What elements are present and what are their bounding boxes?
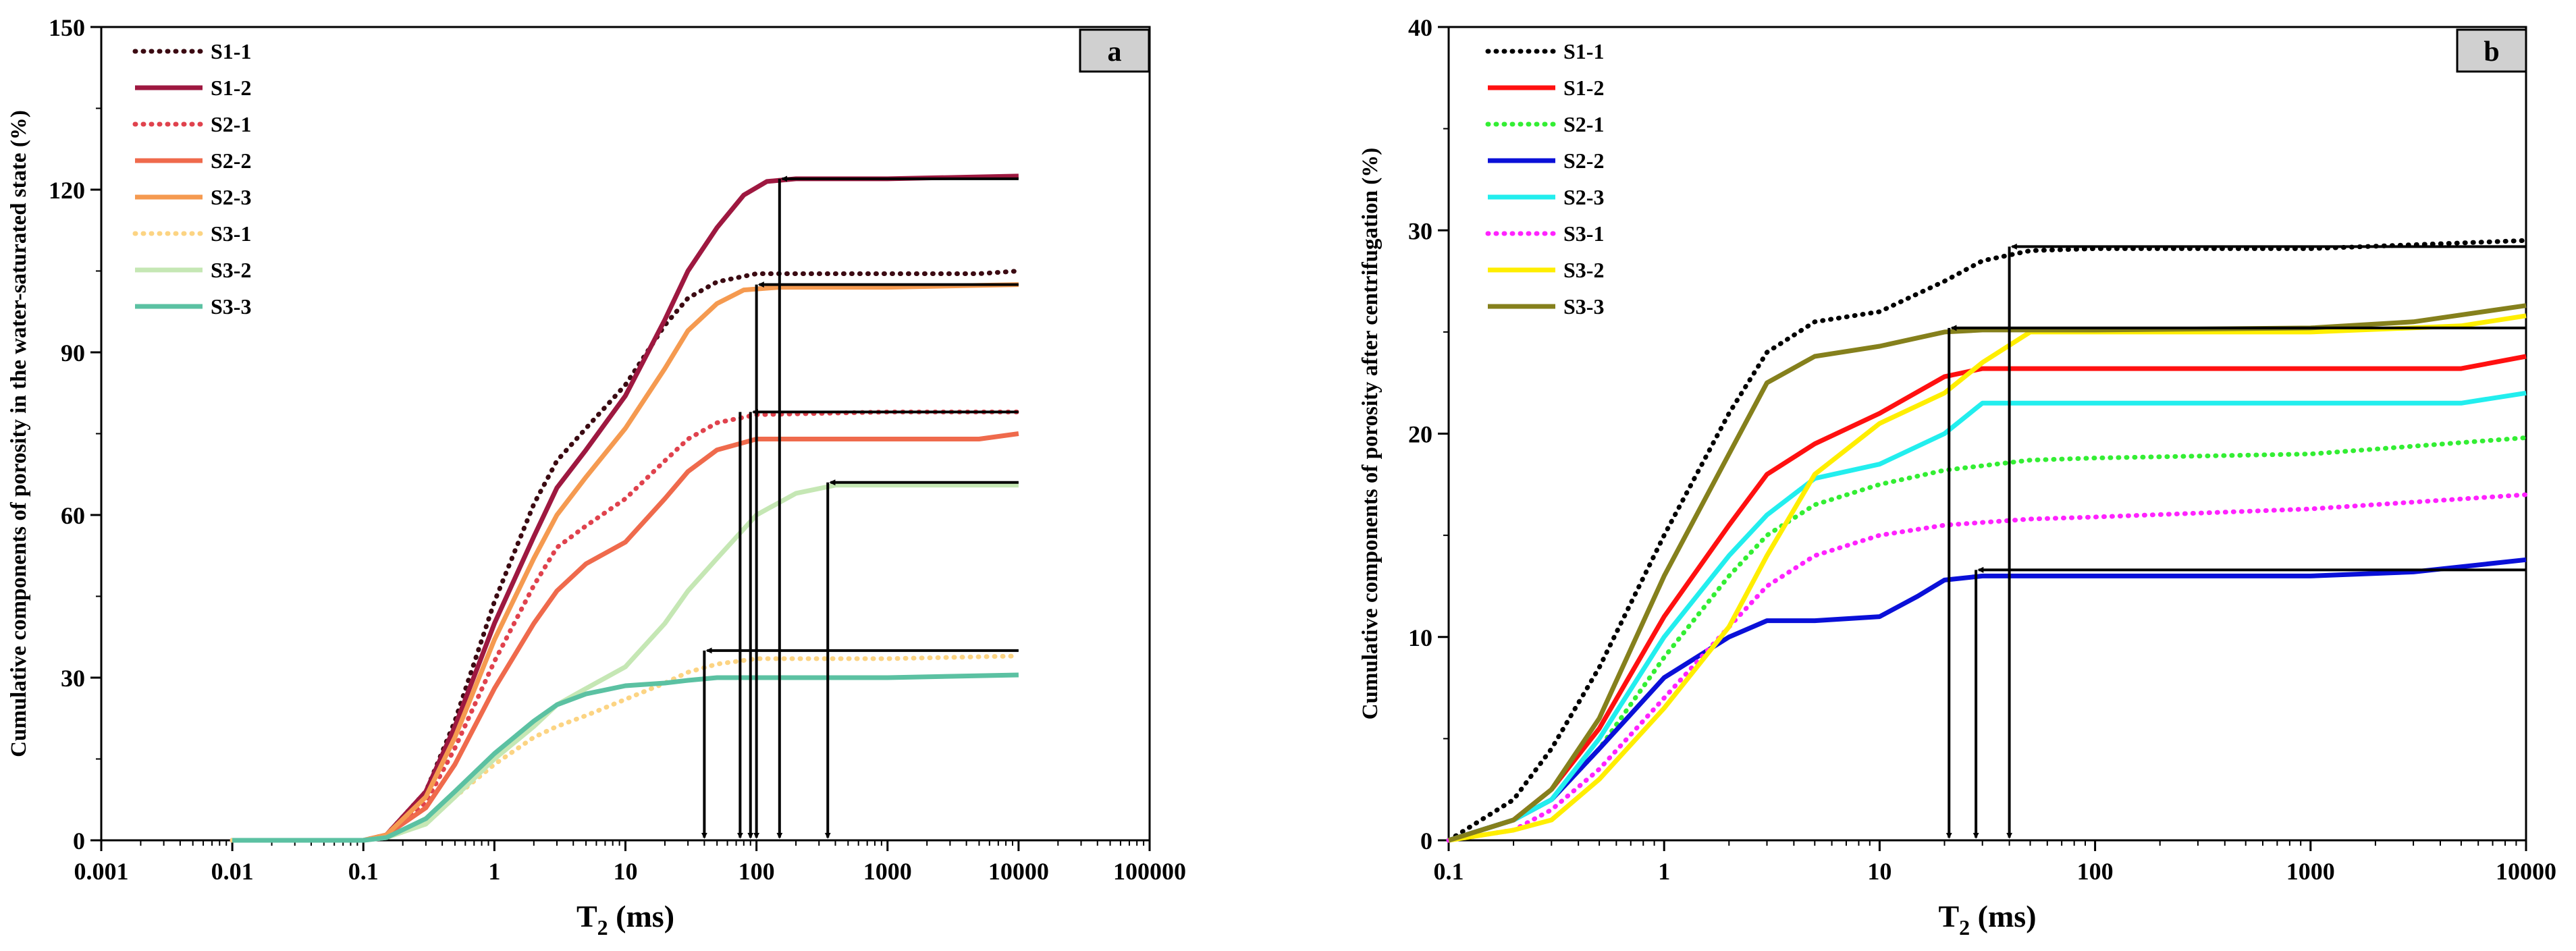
legend-label-S3-2: S3-2 bbox=[211, 258, 251, 282]
panel-label-box bbox=[1079, 28, 1150, 73]
legend-label-S2-3: S2-3 bbox=[211, 185, 251, 209]
x-tick-label: 10 bbox=[1867, 858, 1891, 885]
x-tick-label: 0.001 bbox=[74, 858, 129, 885]
x-tick-label: 10000 bbox=[2496, 858, 2556, 885]
series-line-S2-1 bbox=[1446, 435, 2529, 843]
x-tick-label: 10 bbox=[614, 858, 638, 885]
x-axis-title: T2 (ms) bbox=[576, 899, 674, 940]
y-tick-label: 150 bbox=[49, 14, 85, 41]
legend-label-S1-1: S1-1 bbox=[1563, 39, 1604, 63]
y-tick-label: 0 bbox=[1420, 827, 1432, 854]
legend-label-S3-3: S3-3 bbox=[1563, 294, 1604, 319]
x-tick-label: 1000 bbox=[2286, 858, 2335, 885]
legend-label-S2-2: S2-2 bbox=[211, 148, 251, 173]
y-tick-label: 120 bbox=[49, 177, 85, 204]
legend-label-S1-2: S1-2 bbox=[211, 76, 251, 100]
series-line-S2-1 bbox=[230, 409, 1021, 843]
series-line-S1-2 bbox=[232, 173, 1019, 843]
legend-label-S2-2: S2-2 bbox=[1563, 148, 1604, 173]
x-axis-title-unit: (ms) bbox=[608, 899, 674, 933]
series-line-S2-3 bbox=[1447, 390, 2527, 843]
panel-label: a bbox=[1108, 36, 1122, 67]
panel-label-box bbox=[2456, 28, 2527, 73]
x-tick-label: 100000 bbox=[1113, 858, 1186, 885]
y-tick-label: 30 bbox=[61, 665, 85, 692]
y-tick-label: 30 bbox=[1408, 217, 1432, 244]
y-axis-title: Cumulative components of porosity in the… bbox=[7, 110, 31, 757]
legend-label-S3-2: S3-2 bbox=[1563, 258, 1604, 282]
series-line-S3-3 bbox=[232, 672, 1019, 843]
y-tick-label: 20 bbox=[1408, 421, 1432, 448]
legend-label-S2-3: S2-3 bbox=[1563, 185, 1604, 209]
series-line-S1-1 bbox=[230, 269, 1021, 843]
legend-label-S3-1: S3-1 bbox=[1563, 221, 1604, 246]
chart-panel-a: 0.001 0.01 0.1 1 10 100 1000 10000 100000 0 30 60 90… bbox=[7, 14, 1186, 940]
x-axis-title: T2 (ms) bbox=[1938, 899, 2036, 940]
x-tick-label: 100 bbox=[739, 858, 775, 885]
legend-label-S3-1: S3-1 bbox=[211, 221, 251, 246]
x-axis-title-main: T bbox=[1938, 899, 1959, 933]
x-tick-label: 1 bbox=[1658, 858, 1670, 885]
series-line-S2-2 bbox=[232, 431, 1019, 843]
x-tick-label: 1 bbox=[488, 858, 500, 885]
chart-panel-b: 0.1 1 10 100 1000 10000 0 10 20 30 40 T2 (ms) Cumula… bbox=[1358, 14, 2556, 940]
series-line-S3-2 bbox=[1448, 313, 2527, 843]
series-line-S3-1 bbox=[230, 653, 1021, 843]
y-tick-label: 60 bbox=[61, 502, 85, 529]
panel-label: b bbox=[2484, 36, 2499, 67]
series-line-S3-1 bbox=[1446, 492, 2529, 843]
series-line-S1-1 bbox=[1446, 238, 2529, 843]
y-tick-label: 10 bbox=[1408, 624, 1432, 651]
x-tick-label: 1000 bbox=[863, 858, 912, 885]
series-line-S2-2 bbox=[1447, 557, 2527, 843]
x-axis-title-main: T bbox=[576, 899, 597, 933]
y-tick-label: 40 bbox=[1408, 14, 1432, 41]
legend-label-S3-3: S3-3 bbox=[211, 294, 251, 319]
legend-label-S1-1: S1-1 bbox=[211, 39, 251, 63]
legend-label-S1-2: S1-2 bbox=[1563, 76, 1604, 100]
y-tick-label: 90 bbox=[61, 339, 85, 366]
y-tick-label: 0 bbox=[73, 827, 85, 854]
x-axis-title-unit: (ms) bbox=[1970, 899, 2036, 933]
legend-label-S2-1: S2-1 bbox=[1563, 112, 1604, 136]
series-line-S3-2 bbox=[232, 483, 1019, 843]
x-axis-title-subscript: 2 bbox=[597, 915, 608, 940]
legend-label-S2-1: S2-1 bbox=[211, 112, 251, 136]
y-axis-title: Cumulative components of porosity after … bbox=[1358, 148, 1383, 720]
x-tick-label: 10000 bbox=[988, 858, 1049, 885]
x-axis-title-subscript: 2 bbox=[1959, 915, 1970, 940]
x-tick-label: 0.1 bbox=[1434, 858, 1464, 885]
series-line-S2-3 bbox=[232, 282, 1019, 843]
x-tick-label: 0.01 bbox=[211, 858, 254, 885]
x-tick-label: 0.1 bbox=[348, 858, 379, 885]
x-tick-label: 100 bbox=[2077, 858, 2114, 885]
plot-frame bbox=[100, 26, 1151, 842]
